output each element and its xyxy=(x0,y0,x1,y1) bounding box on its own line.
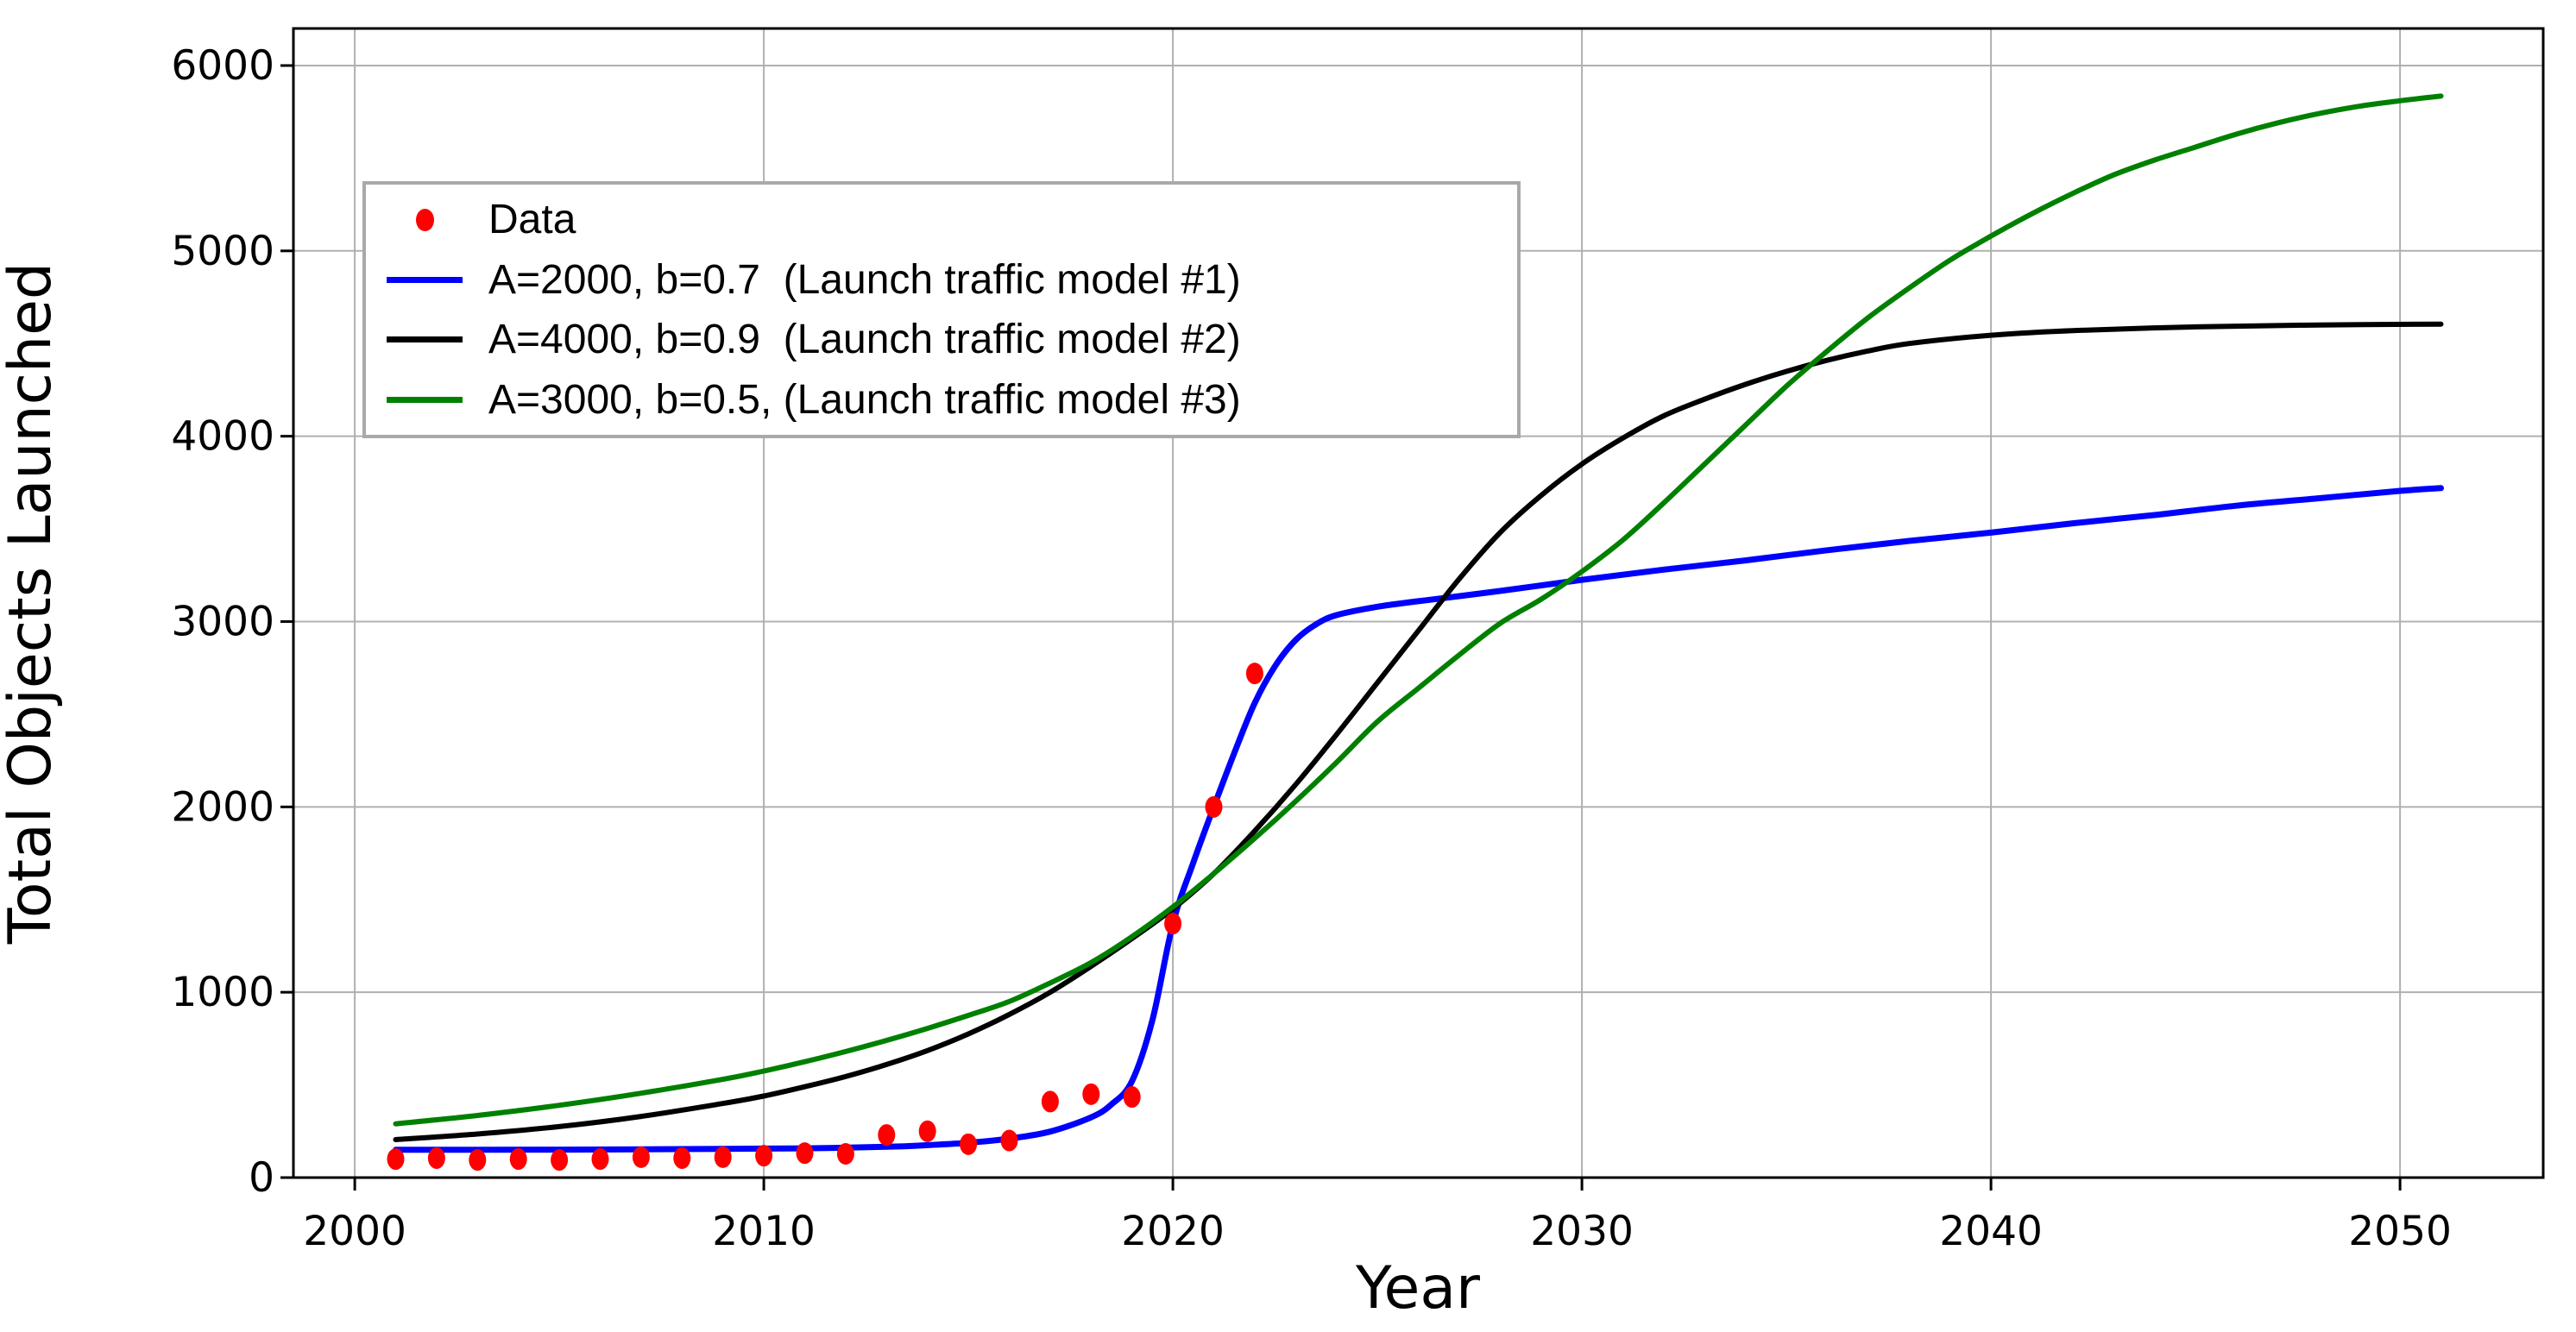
y-tick-label-3000: 3000 xyxy=(171,598,274,645)
x-tick-label-2050: 2050 xyxy=(2348,1208,2452,1255)
legend-marker-box xyxy=(380,208,469,231)
x-tick-label-2010: 2010 xyxy=(712,1208,816,1255)
x-tick-label-2040: 2040 xyxy=(1939,1208,2043,1255)
legend-marker-box xyxy=(380,336,469,343)
model-2-line-icon xyxy=(387,336,463,343)
data-dot-icon xyxy=(415,208,434,231)
legend-item-model-1: A=2000, b=0.7 (Launch traffic model #1) xyxy=(366,256,1517,304)
model-1-curve xyxy=(393,485,2444,1153)
data-point-2019 xyxy=(1123,1086,1141,1109)
x-tick-label-2000: 2000 xyxy=(303,1208,406,1255)
data-point-2012 xyxy=(836,1143,854,1166)
data-point-2010 xyxy=(755,1145,773,1167)
legend-marker-box xyxy=(380,276,469,283)
x-tick-label-2030: 2030 xyxy=(1530,1208,1634,1255)
y-tick-label-0: 0 xyxy=(249,1154,274,1202)
data-point-2018 xyxy=(1082,1083,1100,1105)
y-tick-label-6000: 6000 xyxy=(171,42,274,90)
data-point-2017 xyxy=(1041,1090,1059,1113)
x-tick-label-2020: 2020 xyxy=(1121,1208,1225,1255)
data-point-2016 xyxy=(1000,1129,1018,1152)
model-curves xyxy=(393,93,2444,1153)
model-3-line-icon xyxy=(387,396,463,403)
legend-item-model-3: A=3000, b=0.5, (Launch traffic model #3) xyxy=(366,376,1517,424)
plot-frame xyxy=(292,27,2545,1179)
x-axis-label: Year xyxy=(1355,1254,1480,1323)
data-point-2003 xyxy=(469,1149,487,1172)
data-point-2001 xyxy=(387,1148,405,1171)
legend-marker-box xyxy=(380,396,469,403)
axis-ticks xyxy=(280,64,2402,1191)
data-points xyxy=(387,663,1263,1172)
y-tick-label-2000: 2000 xyxy=(171,783,274,831)
legend-label-model-2: A=4000, b=0.9 (Launch traffic model #2) xyxy=(488,317,1241,363)
legend: Data A=2000, b=0.7 (Launch traffic model… xyxy=(362,181,1521,438)
model-1-line-icon xyxy=(387,276,463,283)
data-point-2011 xyxy=(796,1142,814,1165)
data-point-2022 xyxy=(1245,663,1263,685)
data-point-2020 xyxy=(1164,913,1182,935)
legend-label-model-1: A=2000, b=0.7 (Launch traffic model #1) xyxy=(488,256,1241,303)
data-point-2005 xyxy=(551,1149,569,1172)
y-axis-label: Total Objects Launched xyxy=(0,262,65,945)
data-point-2021 xyxy=(1205,795,1223,818)
y-tick-label-5000: 5000 xyxy=(171,228,274,275)
data-point-2014 xyxy=(918,1120,936,1142)
data-point-2009 xyxy=(714,1146,732,1168)
model-3-curve xyxy=(393,93,2444,1127)
y-tick-label-4000: 4000 xyxy=(171,413,274,461)
tick-labels: 2000 2010 2020 2030 2040 2050 0 1000 2000 3000 400… xyxy=(171,42,2452,1255)
legend-item-data: Data xyxy=(366,196,1517,243)
data-point-2002 xyxy=(427,1147,445,1169)
data-point-2004 xyxy=(509,1148,527,1171)
y-tick-label-1000: 1000 xyxy=(171,969,274,1016)
legend-item-model-2: A=4000, b=0.9 (Launch traffic model #2) xyxy=(366,316,1517,363)
data-point-2015 xyxy=(960,1133,978,1155)
data-point-2006 xyxy=(591,1148,609,1171)
data-point-2007 xyxy=(632,1146,650,1168)
data-point-2013 xyxy=(878,1124,896,1147)
model-2-curve xyxy=(393,321,2444,1142)
legend-label-data: Data xyxy=(488,197,576,243)
legend-label-model-3: A=3000, b=0.5, (Launch traffic model #3) xyxy=(488,376,1241,423)
data-point-2008 xyxy=(673,1147,691,1169)
